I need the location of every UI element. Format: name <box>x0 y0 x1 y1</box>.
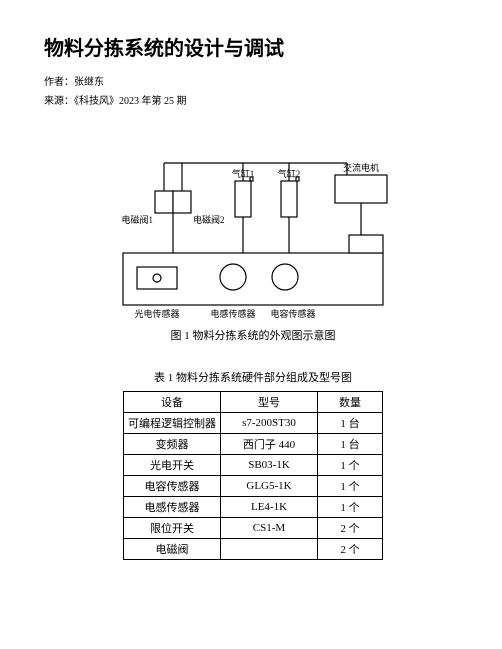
table-header-row: 设备 型号 数量 <box>124 392 383 413</box>
table-caption: 表 1 物料分拣系统硬件部分组成及型号图 <box>44 369 462 385</box>
svg-text:电感传感器: 电感传感器 <box>210 308 255 319</box>
cell-device: 电感传感器 <box>124 497 221 518</box>
col-quantity: 数量 <box>318 392 383 413</box>
cell-quantity: 1 个 <box>318 497 383 518</box>
table-row: 可编程逻辑控制器s7-200ST301 台 <box>124 413 383 434</box>
author-line: 作者：张继东 <box>44 73 462 88</box>
svg-text:电容传感器: 电容传感器 <box>270 308 315 319</box>
svg-text:光电传感器: 光电传感器 <box>134 308 179 319</box>
source-line: 来源：《科技风》2023 年第 25 期 <box>44 92 462 107</box>
col-device: 设备 <box>124 392 221 413</box>
cell-model: 西门子 440 <box>221 434 318 455</box>
svg-text:气缸1: 气缸1 <box>232 168 255 179</box>
cell-model: CS1-M <box>221 518 318 539</box>
figure-1: 电磁阀1 电磁阀2 气缸1 气缸2 交流电机光电传感器 电感传感器 电容传感器 <box>44 141 462 321</box>
cell-model: GLG5-1K <box>221 476 318 497</box>
svg-text:气缸2: 气缸2 <box>278 168 301 179</box>
figure-caption: 图 1 物料分拣系统的外观图示意图 <box>44 327 462 343</box>
cell-model: SB03-1K <box>221 455 318 476</box>
table-row: 变频器西门子 4401 台 <box>124 434 383 455</box>
table-row: 光电开关SB03-1K1 个 <box>124 455 383 476</box>
cell-device: 电容传感器 <box>124 476 221 497</box>
cell-device: 变频器 <box>124 434 221 455</box>
col-model: 型号 <box>221 392 318 413</box>
cell-model: s7-200ST30 <box>221 413 318 434</box>
cell-quantity: 1 台 <box>318 434 383 455</box>
cell-quantity: 2 个 <box>318 539 383 560</box>
cell-device: 电磁阀 <box>124 539 221 560</box>
svg-text:交流电机: 交流电机 <box>343 162 379 173</box>
table-row: 限位开关CS1-M2 个 <box>124 518 383 539</box>
table-row: 电感传感器LE4-1K1 个 <box>124 497 383 518</box>
cell-model: LE4-1K <box>221 497 318 518</box>
cell-quantity: 1 个 <box>318 455 383 476</box>
cell-device: 限位开关 <box>124 518 221 539</box>
svg-text:电磁阀1: 电磁阀1 <box>121 214 153 225</box>
cell-quantity: 1 台 <box>318 413 383 434</box>
table-row: 电容传感器GLG5-1K1 个 <box>124 476 383 497</box>
cell-model <box>221 539 318 560</box>
figure-svg: 电磁阀1 电磁阀2 气缸1 气缸2 交流电机光电传感器 电感传感器 电容传感器 <box>103 141 403 321</box>
cell-device: 可编程逻辑控制器 <box>124 413 221 434</box>
svg-text:电磁阀2: 电磁阀2 <box>193 214 225 225</box>
cell-quantity: 2 个 <box>318 518 383 539</box>
cell-quantity: 1 个 <box>318 476 383 497</box>
document-title: 物料分拣系统的设计与调试 <box>44 32 462 61</box>
cell-device: 光电开关 <box>124 455 221 476</box>
hardware-table: 设备 型号 数量 可编程逻辑控制器s7-200ST301 台变频器西门子 440… <box>123 391 383 560</box>
page-root: 物料分拣系统的设计与调试 作者：张继东 来源：《科技风》2023 年第 25 期… <box>0 0 502 649</box>
table-row: 电磁阀 2 个 <box>124 539 383 560</box>
